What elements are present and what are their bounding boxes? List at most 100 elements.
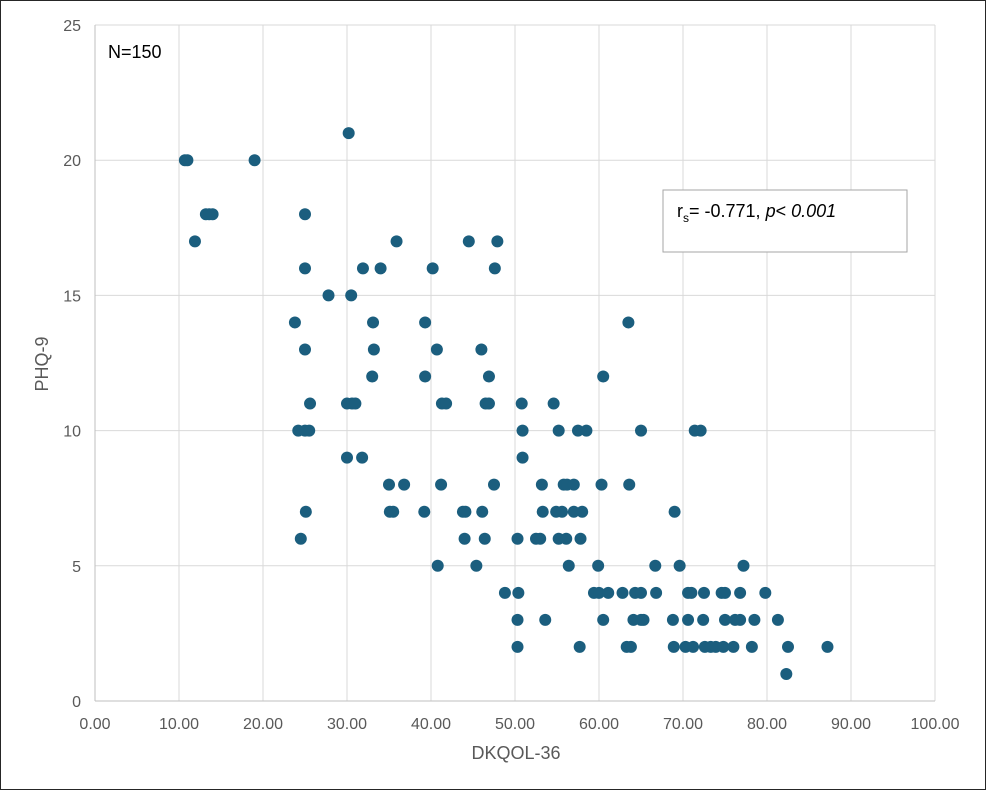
x-axis-title: DKQOL-36: [471, 743, 560, 763]
data-point: [719, 613, 731, 626]
data-point: [771, 613, 784, 626]
data-point: [390, 235, 403, 248]
data-point: [573, 640, 586, 653]
data-point: [294, 532, 307, 545]
correlation-box-frame: [662, 189, 908, 253]
data-point: [430, 343, 443, 356]
data-point: [458, 532, 471, 545]
x-tick-label: 70.00: [663, 716, 703, 733]
data-point: [748, 613, 761, 626]
data-point: [303, 424, 316, 437]
data-point: [299, 208, 311, 221]
x-tick-label: 50.00: [495, 716, 535, 733]
y-tick-label: 0: [72, 694, 81, 711]
data-point: [637, 613, 650, 626]
data-point: [511, 532, 524, 545]
x-tick-label: 80.00: [747, 716, 787, 733]
x-tick-label: 40.00: [411, 716, 451, 733]
data-point: [821, 640, 834, 653]
data-point: [597, 370, 610, 383]
grid-lines: [95, 24, 936, 701]
data-point: [488, 262, 501, 275]
data-point: [595, 478, 608, 491]
data-point: [366, 370, 379, 383]
x-tick-label: 30.00: [327, 716, 367, 733]
data-point: [576, 505, 589, 518]
data-point: [387, 505, 400, 518]
data-point: [737, 559, 750, 572]
x-tick-label: 90.00: [831, 716, 871, 733]
data-point: [349, 397, 362, 410]
data-point: [206, 208, 219, 221]
data-point: [188, 235, 201, 248]
data-point: [734, 613, 747, 626]
data-point: [668, 505, 681, 518]
data-point: [623, 478, 636, 491]
data-point: [556, 505, 569, 518]
y-tick-label: 10: [63, 424, 81, 441]
data-point: [539, 613, 552, 626]
data-point: [719, 586, 731, 599]
y-tick-label: 25: [63, 18, 81, 35]
x-tick-label: 10.00: [159, 716, 199, 733]
stat-subscript: s: [683, 211, 689, 225]
data-point: [759, 586, 772, 599]
data-point: [498, 586, 511, 599]
data-point: [572, 424, 584, 437]
data-point: [717, 640, 730, 653]
data-point: [398, 478, 411, 491]
data-point: [383, 478, 395, 491]
data-point: [511, 640, 524, 653]
data-point: [536, 505, 549, 518]
data-point: [516, 451, 529, 464]
data-point: [650, 586, 663, 599]
data-point: [367, 343, 380, 356]
tick-labels: 0.00 10.00 20.00 30.00 40.00 50.00 60.00 70.00 8…: [63, 18, 959, 733]
correlation-text: rs= -0.771, p< 0.001: [677, 201, 836, 225]
data-point: [667, 640, 680, 653]
x-tick-label: 20.00: [243, 716, 283, 733]
data-point: [374, 262, 387, 275]
data-point: [419, 316, 432, 329]
data-point: [288, 316, 301, 329]
data-point: [697, 613, 710, 626]
data-point: [418, 505, 431, 518]
data-point: [580, 424, 593, 437]
data-point: [597, 613, 610, 626]
data-point: [624, 640, 637, 653]
data-point: [635, 424, 647, 437]
data-point: [491, 235, 504, 248]
data-point: [780, 667, 793, 680]
data-point: [435, 478, 448, 491]
data-point: [698, 586, 710, 599]
data-point: [560, 532, 573, 545]
x-tick-label: 100.00: [911, 716, 960, 733]
data-point: [304, 397, 317, 410]
data-points: [178, 127, 834, 680]
data-point: [685, 586, 698, 599]
data-point: [547, 397, 560, 410]
y-tick-label: 15: [63, 288, 81, 305]
data-point: [593, 586, 605, 599]
sample-size-label: N=150: [108, 42, 162, 62]
data-point: [322, 289, 335, 302]
data-point: [248, 154, 261, 167]
data-point: [616, 586, 629, 599]
stat-less-than: <: [776, 201, 792, 221]
data-point: [470, 559, 483, 572]
data-point: [512, 586, 525, 599]
y-axis-title: PHQ-9: [32, 336, 52, 391]
data-point: [356, 451, 369, 464]
data-point: [478, 532, 491, 545]
data-point: [687, 640, 700, 653]
data-point: [462, 235, 475, 248]
data-point: [419, 370, 432, 383]
data-point: [488, 478, 500, 491]
data-point: [673, 559, 686, 572]
data-point: [367, 316, 380, 329]
data-point: [299, 505, 312, 518]
data-point: [727, 640, 740, 653]
data-point: [534, 532, 547, 545]
